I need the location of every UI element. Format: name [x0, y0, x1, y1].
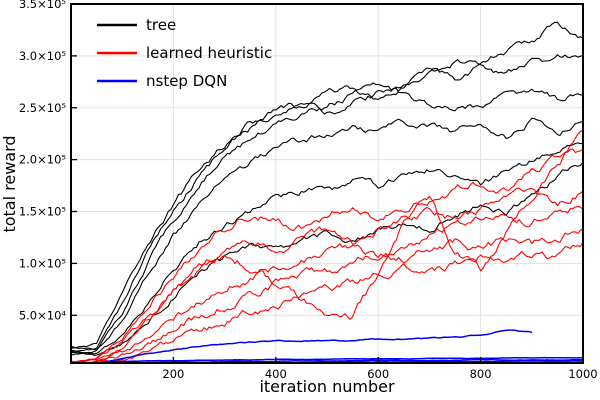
legend-label-nstep-dqn: nstep DQN [146, 72, 227, 90]
legend-entry-learned-heuristic: learned heuristic [97, 44, 272, 62]
x-tick-label: 1000 [568, 367, 597, 381]
x-tick-label: 400 [265, 367, 287, 381]
x-tick-label: 800 [470, 367, 492, 381]
series-line-tree-run-1 [71, 21, 583, 349]
y-tick-label: 5.0×10⁴ [19, 308, 67, 322]
y-tick-label: 3.5×10⁵ [19, 0, 67, 11]
axis-ticks [71, 3, 584, 363]
y-tick-label: 1.5×10⁵ [19, 205, 67, 219]
legend-entry-tree: tree [97, 16, 176, 34]
legend-label-learned-heuristic: learned heuristic [146, 44, 272, 62]
y-axis-label: total reward [0, 135, 19, 232]
plot-frame [70, 3, 584, 364]
series-line-tree-run-5 [71, 142, 583, 355]
y-tick-label: 2.5×10⁵ [19, 101, 67, 115]
series-line-tree-run-4 [71, 117, 583, 351]
legend-label-tree: tree [146, 16, 176, 34]
legend-entry-nstep-dqn: nstep DQN [97, 72, 227, 90]
tick-labels: 200 400 600 800 1000 3.5×10⁵ 3.0×10⁵ 2.5×10⁵ 2.0… [19, 0, 598, 381]
legend: tree learned heuristic nstep DQN [97, 16, 272, 90]
x-tick-label: 200 [162, 367, 184, 381]
series-line-dqn-run-1 [85, 329, 533, 363]
series-line-tree-run-3 [71, 82, 583, 356]
series-line-dqn-run-2 [76, 356, 583, 363]
x-axis-label: iteration number [259, 377, 395, 396]
y-tick-label: 3.0×10⁵ [19, 49, 67, 63]
series-line-heuristic-run-2 [71, 148, 583, 363]
series-line-heuristic-run-5 [83, 228, 583, 363]
series-line-heuristic-run-1 [71, 130, 583, 363]
y-tick-label: 2.0×10⁵ [19, 153, 67, 167]
series-line-tree-run-2 [71, 54, 583, 353]
series-line-heuristic-run-6 [79, 241, 583, 363]
y-tick-label: 1.0×10⁵ [19, 256, 67, 270]
series-line-heuristic-run-3 [71, 187, 583, 363]
x-tick-label: 600 [367, 367, 389, 381]
series-line-heuristic-run-4 [71, 206, 583, 363]
